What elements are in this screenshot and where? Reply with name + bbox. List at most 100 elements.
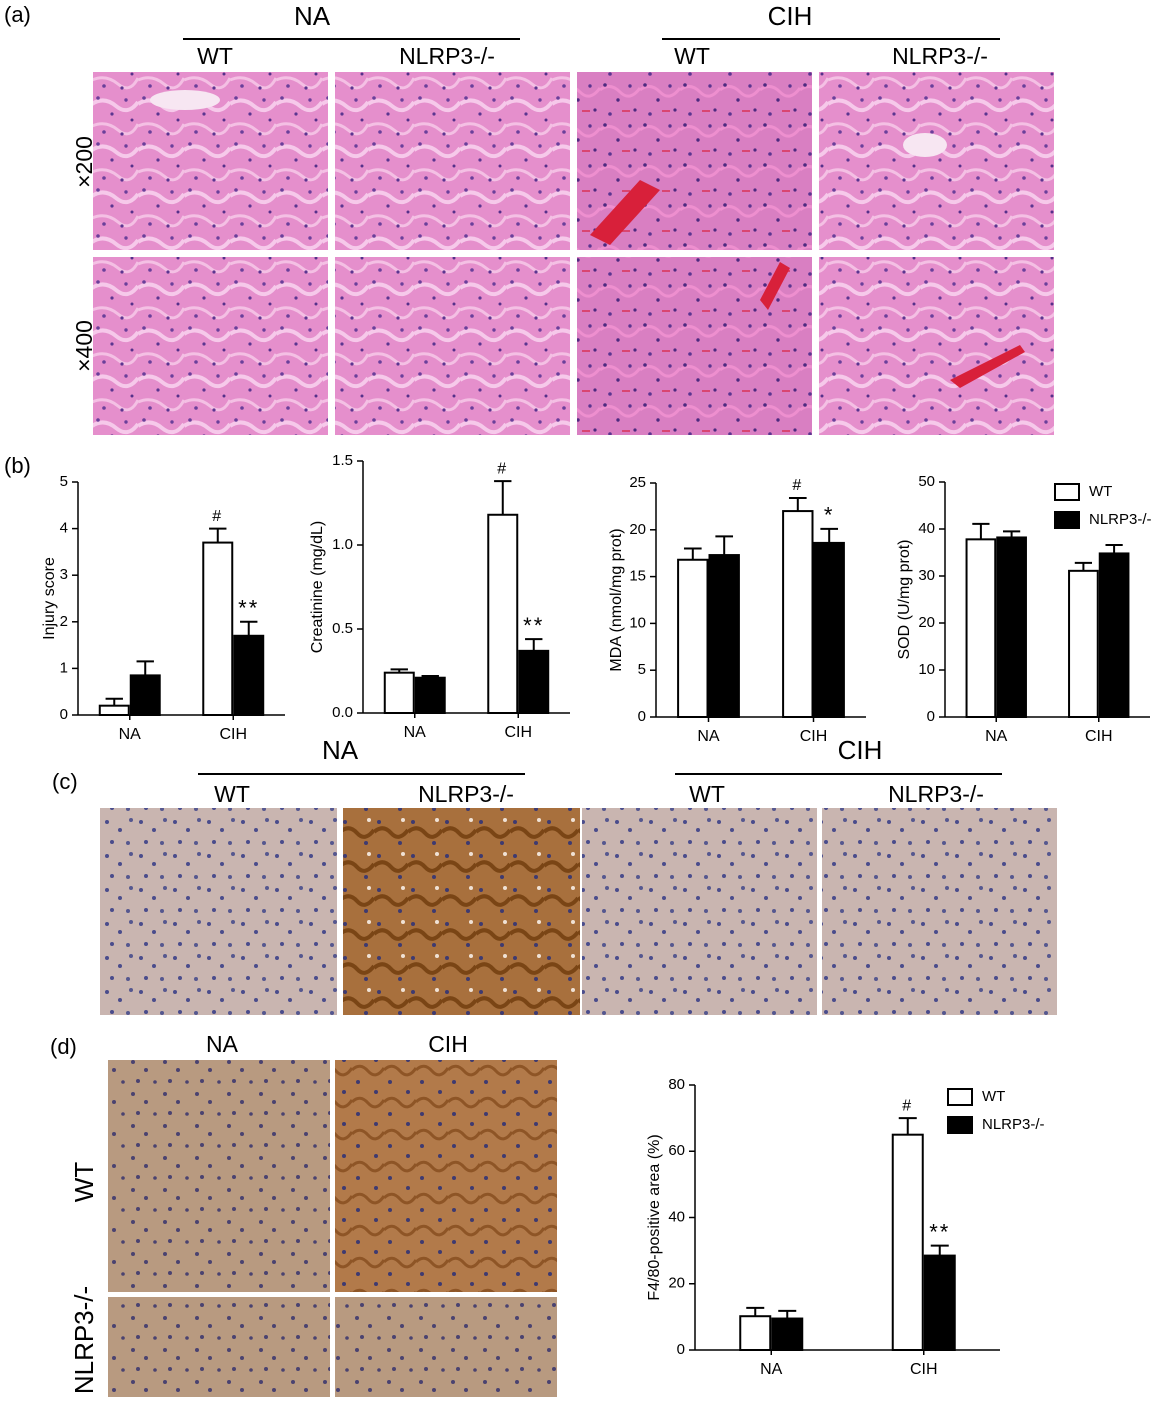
micrograph — [335, 72, 570, 250]
condition-header: CIH — [428, 1031, 468, 1057]
he-micrographs — [93, 72, 1054, 435]
y-tick-label: 0 — [638, 708, 646, 725]
bar — [996, 536, 1027, 719]
panel-label: (c) — [52, 769, 78, 794]
y-tick-label: 25 — [629, 474, 646, 491]
y-tick-label: 20 — [629, 521, 646, 538]
bar — [677, 558, 709, 719]
bar — [414, 676, 446, 714]
x-tick-label: CIH — [504, 724, 532, 741]
bar — [739, 1315, 772, 1352]
legend-label: NLRP3-/- — [1089, 511, 1152, 528]
genotype-row-label: NLRP3-/- — [69, 1286, 99, 1394]
error-bar — [525, 638, 543, 651]
magnification-label: ×400 — [71, 320, 97, 372]
y-axis-title: SOD (U/mg prot) — [896, 539, 913, 659]
legend-swatch — [947, 1116, 973, 1134]
lumen — [150, 90, 220, 110]
micrograph — [335, 1297, 557, 1397]
hemorrhage — [950, 345, 1025, 388]
significance-marker: # — [497, 460, 508, 477]
ihc-micrographs — [108, 1060, 557, 1397]
genotype-header: WT — [197, 43, 233, 69]
genotype-header: WT — [689, 781, 725, 807]
significance-marker: # — [212, 508, 223, 525]
genotype-header: WT — [674, 43, 710, 69]
legend-label: WT — [982, 1088, 1005, 1105]
micrograph — [108, 1297, 330, 1397]
genotype-header: NLRP3-/- — [892, 43, 988, 69]
y-tick-label: 0 — [677, 1341, 685, 1358]
significance-marker: ** — [929, 1219, 950, 1244]
y-tick-label: 2 — [60, 613, 68, 630]
legend-label: NLRP3-/- — [982, 1116, 1045, 1133]
bar — [98, 704, 130, 716]
bar — [708, 554, 740, 719]
micrograph — [819, 72, 1054, 250]
y-axis-title: F4/80-positive area (%) — [646, 1134, 663, 1300]
y-tick-label: 80 — [668, 1076, 685, 1093]
bar — [923, 1254, 956, 1351]
y-tick-label: 20 — [918, 614, 935, 631]
y-tick-label: 15 — [629, 568, 646, 585]
significance-marker: # — [792, 477, 803, 494]
y-tick-label: 10 — [629, 614, 646, 631]
y-tick-label: 0 — [60, 706, 68, 723]
x-tick-label: CIH — [1085, 728, 1113, 745]
panel-label: (a) — [4, 2, 31, 27]
x-tick-label: NA — [760, 1361, 783, 1378]
group-header: NA — [322, 735, 359, 765]
bar — [129, 674, 161, 717]
genotype-header: NLRP3-/- — [418, 781, 514, 807]
panel-label: (b) — [4, 453, 31, 478]
y-axis-title: Creatinine (mg/dL) — [309, 521, 326, 654]
micrograph — [335, 257, 570, 435]
y-tick-label: 50 — [918, 473, 935, 490]
y-tick-label: 10 — [918, 661, 935, 678]
genotype-header: WT — [214, 781, 250, 807]
bar — [233, 634, 265, 717]
bar — [965, 538, 997, 719]
genotype-header: NLRP3-/- — [888, 781, 984, 807]
y-tick-label: 0 — [927, 708, 935, 725]
bar — [518, 649, 550, 715]
y-tick-label: 40 — [918, 520, 935, 537]
y-tick-label: 5 — [638, 661, 646, 678]
y-tick-label: 0.0 — [332, 704, 353, 721]
x-tick-label: CIH — [219, 726, 247, 743]
error-bar — [1002, 530, 1021, 538]
error-bar — [105, 697, 123, 706]
y-tick-label: 4 — [60, 520, 68, 537]
hemorrhage — [590, 180, 660, 245]
legend-swatch — [1054, 483, 1080, 501]
y-tick-label: 3 — [60, 566, 68, 583]
hemorrhage — [760, 262, 790, 310]
y-tick-label: 5 — [60, 473, 68, 490]
bar — [813, 541, 845, 718]
significance-marker: * — [824, 503, 835, 528]
legend-label: WT — [1089, 483, 1112, 500]
micrograph — [822, 808, 1057, 1015]
error-bar — [778, 1309, 797, 1319]
y-axis-title: MDA (nmol/mg prot) — [608, 528, 625, 671]
micrograph — [100, 808, 337, 1015]
x-tick-label: CIH — [800, 728, 828, 745]
bar — [782, 510, 814, 718]
panel-label: (d) — [50, 1034, 77, 1059]
error-bar — [1074, 561, 1093, 571]
micrograph — [582, 808, 817, 1015]
error-bar — [494, 480, 512, 515]
y-axis-title: Injury score — [41, 557, 58, 640]
y-tick-label: 20 — [668, 1275, 685, 1292]
error-bar — [898, 1117, 917, 1135]
ihc-micrographs — [100, 808, 1057, 1015]
error-bar — [930, 1244, 949, 1256]
y-tick-label: 40 — [668, 1208, 685, 1225]
x-tick-label: NA — [119, 726, 142, 743]
group-header: CIH — [768, 1, 813, 31]
x-tick-label: NA — [404, 724, 427, 741]
error-bar — [136, 660, 154, 676]
error-bar — [209, 527, 227, 543]
bar — [1098, 552, 1130, 718]
x-tick-label: NA — [697, 728, 720, 745]
